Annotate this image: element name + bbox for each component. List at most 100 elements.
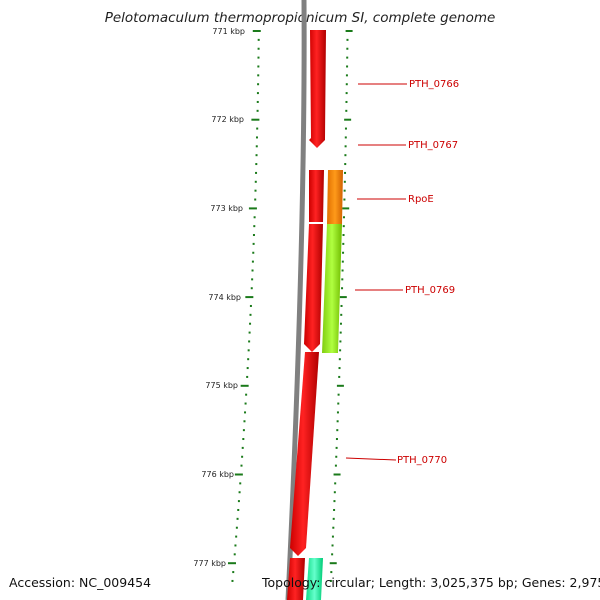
ruler-minor-tick: [243, 420, 246, 423]
inner-minor-tick: [345, 83, 348, 86]
ruler-minor-tick: [246, 367, 249, 370]
ruler-minor-tick: [257, 38, 260, 41]
ruler-minor-tick: [249, 313, 252, 316]
tick-label-771: 771 kbp: [212, 27, 245, 36]
ruler-minor-tick: [252, 251, 255, 254]
ruler-minor-tick: [257, 74, 260, 77]
inner-minor-tick: [339, 340, 342, 343]
ruler-minor-tick: [256, 100, 259, 103]
inner-minor-tick: [338, 367, 341, 370]
inner-major-tick: [333, 473, 341, 476]
inner-minor-tick: [330, 571, 333, 574]
ruler-major-tick: [251, 118, 260, 121]
inner-major-tick: [342, 207, 350, 210]
inner-minor-tick: [334, 464, 337, 467]
topology-text: Topology: circular; Length: 3,025,375 bp…: [262, 575, 600, 590]
tick-label-772: 772 kbp: [211, 115, 244, 124]
ruler-minor-tick: [255, 136, 258, 139]
inner-minor-tick: [338, 358, 341, 361]
ruler-minor-tick: [257, 83, 260, 86]
gene-features: [287, 30, 343, 600]
accession-text: Accession: NC_009454: [9, 575, 152, 590]
inner-minor-tick: [341, 287, 344, 290]
inner-minor-tick: [335, 446, 338, 449]
inner-major-tick: [344, 118, 352, 121]
tick-label-775: 775 kbp: [205, 381, 238, 390]
ruler-minor-tick: [232, 571, 235, 574]
ruler-minor-tick: [244, 411, 247, 414]
ruler-minor-tick: [256, 127, 259, 130]
ruler-labels: 771 kbp 772 kbp 773 kbp 774 kbp 775 kbp …: [193, 27, 245, 568]
inner-minor-tick: [343, 189, 346, 192]
ruler-major-tick: [245, 296, 254, 299]
inner-minor-tick: [332, 526, 335, 529]
gene-arrow-next-teal[interactable]: [306, 558, 323, 600]
ruler-minor-tick: [248, 340, 251, 343]
inner-minor-tick: [339, 349, 342, 352]
inner-minor-tick: [331, 544, 334, 547]
gene-label-PTH_0767[interactable]: PTH_0767: [408, 140, 458, 151]
gene-label-PTH_0770[interactable]: PTH_0770: [397, 455, 447, 466]
inner-minor-tick: [338, 375, 341, 378]
inner-minor-tick: [339, 331, 342, 334]
inner-minor-tick: [342, 225, 345, 228]
ruler-minor-tick: [255, 163, 258, 166]
ruler-major-tick: [240, 384, 249, 387]
inner-minor-tick: [342, 251, 345, 254]
inner-major-tick: [345, 30, 353, 32]
ruler-minor-tick: [245, 393, 248, 396]
inner-minor-tick: [337, 393, 340, 396]
gene-arrow-RpoE[interactable]: [327, 170, 343, 224]
inner-minor-tick: [336, 411, 339, 414]
ruler-minor-tick: [251, 269, 254, 272]
inner-minor-tick: [344, 171, 347, 174]
gene-arrow-PTH_0769-strand[interactable]: [304, 224, 323, 352]
ruler-minor-tick: [249, 304, 252, 307]
inner-minor-tick: [345, 74, 348, 77]
ruler-minor-tick: [257, 65, 260, 68]
inner-minor-tick: [337, 402, 340, 405]
gene-label-PTH_0769[interactable]: PTH_0769: [405, 285, 455, 296]
inner-minor-tick: [344, 145, 347, 148]
ruler-minor-tick: [235, 526, 238, 529]
ruler-minor-tick: [255, 171, 258, 174]
tick-label-776: 776 kbp: [201, 470, 234, 479]
inner-minor-tick: [329, 579, 332, 582]
ruler-major-tick: [252, 30, 261, 32]
ruler-minor-tick: [255, 145, 258, 148]
gene-arrow-PTH_0770[interactable]: [290, 352, 319, 556]
inner-minor-tick: [331, 535, 334, 538]
inner-minor-tick: [340, 313, 343, 316]
ruler-minor-tick: [253, 225, 256, 228]
ruler-minor-ticks: [227, 30, 261, 582]
gene-arrow-PTH_0766-0767[interactable]: [309, 30, 326, 148]
ruler-minor-tick: [244, 402, 247, 405]
gene-arrow-RpoE-strand[interactable]: [309, 170, 324, 222]
inner-minor-tick: [346, 56, 349, 59]
ruler-minor-tick: [254, 189, 257, 192]
inner-minor-tick: [344, 127, 347, 130]
gene-label-RpoE[interactable]: RpoE: [408, 194, 434, 205]
inner-minor-tick: [339, 322, 342, 325]
inner-minor-tick: [346, 47, 349, 50]
inner-minor-tick: [334, 482, 337, 485]
gene-arrow-next[interactable]: [287, 558, 305, 600]
inner-minor-tick: [344, 163, 347, 166]
ruler-minor-tick: [241, 446, 244, 449]
ruler-minor-tick: [255, 154, 258, 157]
inner-ruler-ticks: [329, 30, 353, 582]
inner-minor-tick: [343, 198, 346, 201]
inner-minor-tick: [344, 154, 347, 157]
ruler-minor-tick: [248, 331, 251, 334]
ruler-minor-tick: [241, 455, 244, 458]
ruler-minor-tick: [231, 579, 234, 582]
inner-minor-tick: [342, 234, 345, 237]
ruler-minor-tick: [251, 260, 254, 263]
inner-minor-tick: [335, 438, 338, 441]
gene-label-PTH_0766[interactable]: PTH_0766: [409, 79, 459, 90]
ruler-minor-tick: [242, 438, 245, 441]
gene-arrow-PTH_0769[interactable]: [322, 224, 342, 353]
label-leaders: [345, 83, 407, 461]
ruler-minor-tick: [237, 508, 240, 511]
